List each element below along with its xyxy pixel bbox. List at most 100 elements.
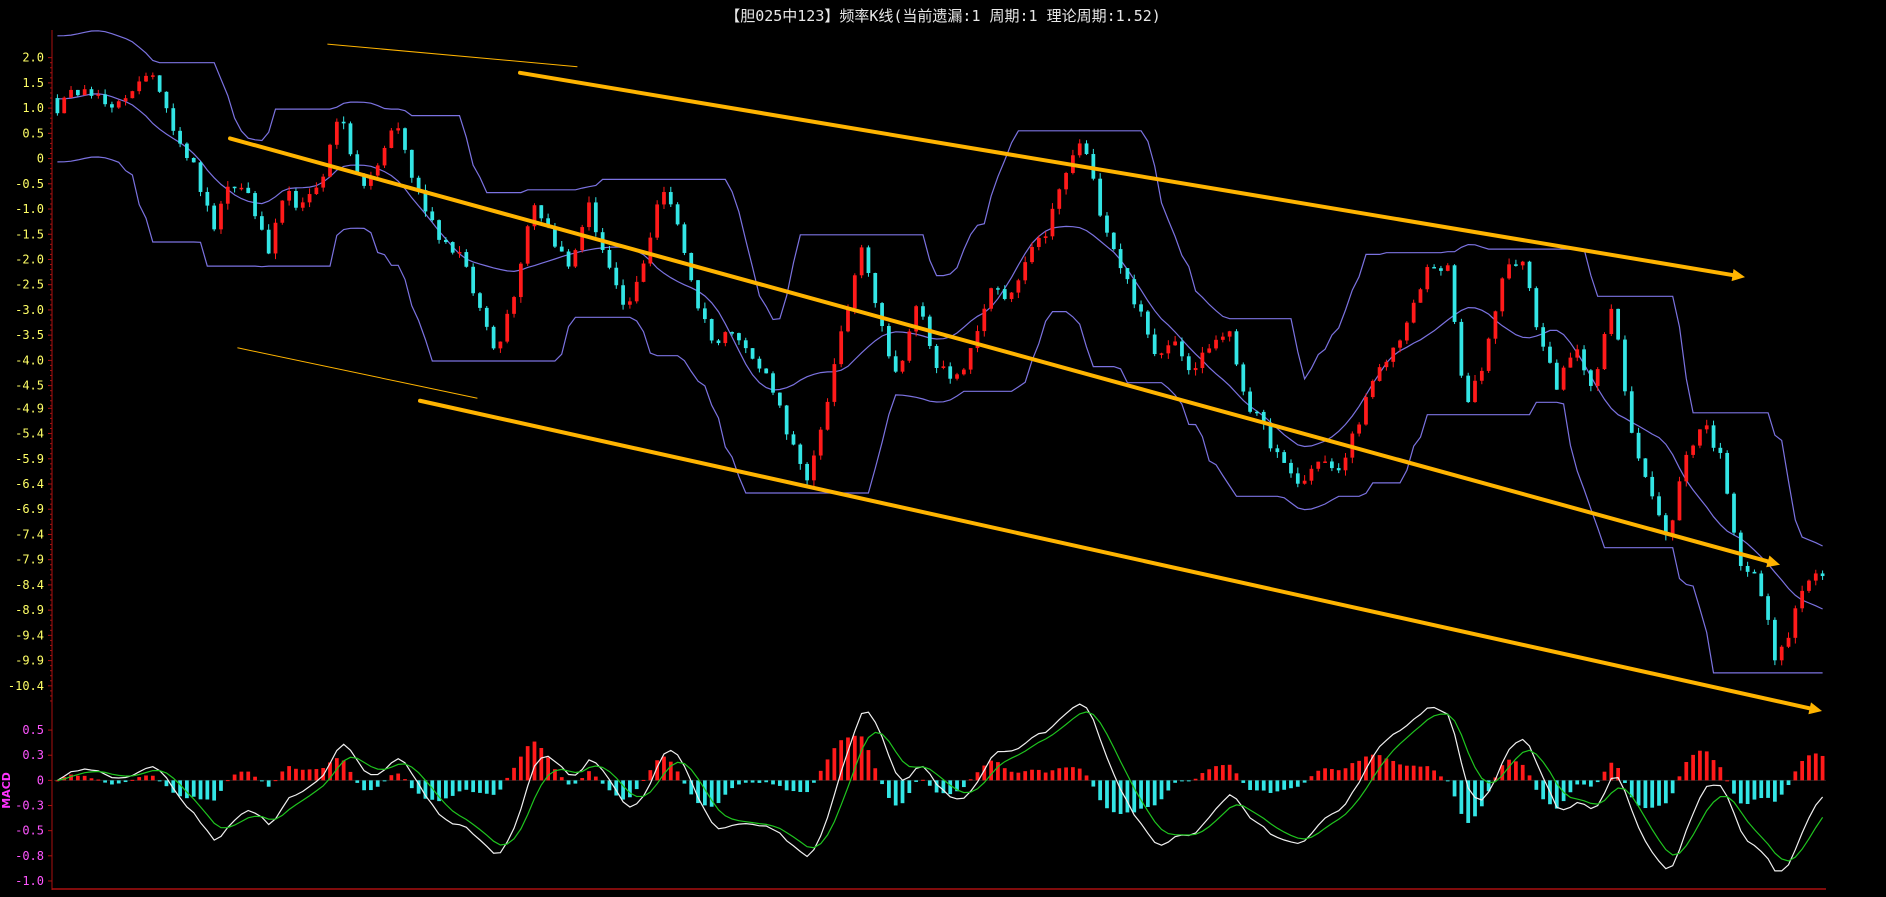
macd-histogram-bar — [164, 780, 169, 787]
macd-histogram-bar — [1582, 780, 1586, 785]
macd-histogram-bar — [737, 780, 741, 785]
macd-histogram-bar — [730, 780, 735, 789]
macd-histogram-bar — [444, 780, 448, 799]
candle-body — [1180, 341, 1184, 357]
candle-body — [1820, 573, 1825, 577]
candle-body — [205, 191, 210, 206]
candle-body — [621, 285, 625, 305]
candle-body — [409, 149, 414, 178]
macd-histogram-bar — [893, 780, 898, 806]
candle-body — [866, 247, 871, 274]
macd-histogram-bar — [389, 775, 394, 781]
macd-histogram-bar — [1616, 768, 1621, 781]
candle-body — [1193, 368, 1198, 371]
candle-body — [1459, 321, 1464, 376]
candle-body — [512, 297, 516, 314]
candle-body — [1295, 473, 1300, 484]
candle-body — [1214, 339, 1218, 349]
macd-histogram-bar — [1302, 780, 1307, 783]
candle-body — [1036, 237, 1041, 247]
macd-histogram-bar — [1248, 780, 1252, 790]
macd-histogram-bar — [1343, 768, 1348, 781]
macd-histogram-bar — [287, 766, 292, 781]
candle-body — [628, 301, 632, 305]
macd-histogram-bar — [798, 780, 803, 792]
macd-histogram-bar — [478, 780, 482, 793]
candle-body — [1289, 462, 1293, 474]
macd-label: MACD — [0, 772, 13, 809]
candle-body — [737, 333, 741, 341]
macd-histogram-bar — [1050, 770, 1055, 781]
macd-histogram-bar — [1323, 768, 1327, 781]
main-tick-label: -5.4 — [15, 427, 44, 441]
macd-histogram-bar — [880, 780, 884, 785]
macd-histogram-bar — [825, 759, 830, 781]
candle-body — [478, 293, 482, 308]
macd-histogram-bar — [450, 780, 455, 796]
candle-body — [1561, 367, 1566, 390]
macd-histogram-bar — [1268, 780, 1273, 793]
macd-histogram-bar — [1813, 753, 1818, 781]
macd-histogram-bar — [1002, 768, 1007, 781]
main-tick-label: 1.5 — [22, 76, 44, 90]
macd-histogram-bar — [900, 780, 905, 804]
macd-histogram-bar — [212, 780, 217, 801]
macd-histogram-bar — [1418, 766, 1423, 781]
candle-body — [668, 192, 673, 205]
candle-body — [1704, 425, 1709, 430]
candle-body — [307, 194, 312, 203]
candle-body — [580, 227, 585, 251]
macd-histogram-bar — [1520, 764, 1525, 781]
macd-histogram-bar — [927, 780, 932, 786]
macd-histogram-bar — [1779, 780, 1784, 795]
candle-body — [1752, 571, 1757, 574]
candle-body — [294, 190, 298, 208]
candle-body — [1309, 468, 1314, 481]
candle-body — [62, 97, 67, 114]
macd-histogram-bar — [961, 780, 966, 788]
candle-body — [1548, 346, 1552, 363]
candle-body — [1568, 357, 1573, 368]
candle-body — [1670, 520, 1675, 536]
candle-body — [355, 154, 360, 175]
candle-body — [191, 157, 196, 163]
candle-body — [839, 331, 844, 365]
trend-lead-line — [327, 43, 578, 68]
candle-body — [1554, 362, 1559, 390]
macd-histogram-bar — [1752, 780, 1757, 800]
candle-body — [505, 313, 510, 342]
macd-histogram-bar — [1071, 767, 1075, 781]
macd-histogram-bar — [682, 780, 687, 784]
macd-histogram-bar — [634, 780, 639, 790]
candle-body — [1186, 356, 1191, 371]
candle-body — [403, 128, 407, 150]
candle-body — [812, 455, 816, 481]
candle-body — [1016, 280, 1021, 293]
candle-body — [1432, 267, 1436, 269]
main-axis: 2.0 1.5 1.0 0.5 0 -0.5 -1.0 -1.5 -2.0 -2.5 -3.0 -3.… — [8, 30, 1826, 890]
macd-histogram-bar — [1738, 780, 1743, 804]
candle-body — [1445, 265, 1450, 271]
macd-histogram-bar — [1077, 768, 1082, 781]
macd-histogram-bar — [580, 778, 585, 781]
macd-histogram-bar — [1057, 768, 1062, 781]
candle-body — [893, 356, 898, 372]
candle-body — [764, 368, 769, 374]
candle-body — [1220, 336, 1225, 340]
candle-body — [921, 306, 925, 317]
candle-body — [110, 104, 114, 108]
macd-tick-label: -0.3 — [15, 799, 44, 813]
macd-histogram-bar — [96, 779, 101, 781]
macd-histogram-bar — [1159, 780, 1164, 800]
macd-histogram-bar — [416, 780, 421, 794]
candle-body — [225, 186, 230, 204]
candle-body — [805, 463, 809, 481]
candle-body — [396, 128, 401, 131]
macd-histogram-bar — [1316, 770, 1321, 781]
trend-arrowhead — [1808, 702, 1822, 715]
candle-body — [1514, 264, 1518, 266]
candle-body — [82, 89, 87, 96]
macd-histogram-bar — [1732, 780, 1736, 794]
candle-body — [253, 193, 257, 217]
macd-histogram-bar — [975, 772, 980, 781]
